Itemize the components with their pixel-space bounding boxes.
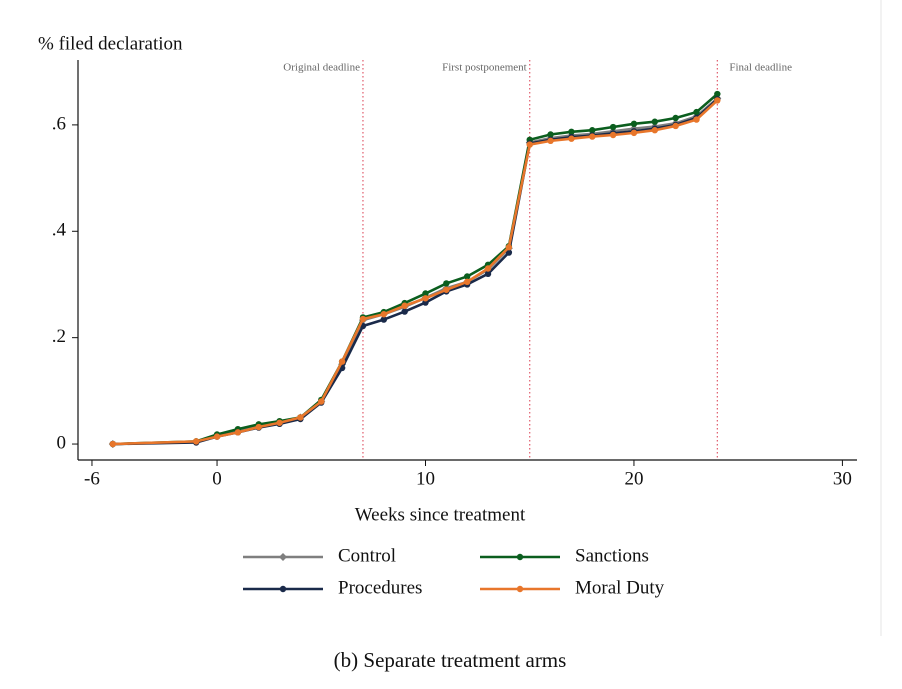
point <box>693 108 700 116</box>
point <box>589 133 596 140</box>
point <box>109 440 117 448</box>
point <box>422 295 429 302</box>
legend-label: Sanctions <box>575 545 649 566</box>
point <box>672 114 679 122</box>
legend-marker <box>279 553 287 561</box>
point <box>297 414 304 421</box>
point <box>526 141 533 148</box>
y-tick-label: 0 <box>57 432 67 453</box>
point <box>714 97 721 104</box>
x-tick-label: 10 <box>416 468 435 489</box>
point <box>276 419 283 426</box>
point <box>630 120 638 128</box>
x-tick-label: 0 <box>212 468 222 489</box>
point <box>380 316 388 323</box>
series-line <box>112 97 719 446</box>
legend-marker <box>279 585 287 593</box>
point <box>630 129 638 137</box>
point <box>505 249 513 256</box>
point <box>192 438 200 445</box>
point <box>672 122 679 130</box>
point <box>401 302 408 309</box>
point <box>422 290 429 297</box>
point <box>714 90 721 98</box>
series-line <box>112 99 719 446</box>
x-tick-label: -6 <box>84 468 100 489</box>
point <box>693 116 700 123</box>
point <box>484 270 492 278</box>
point <box>568 135 575 142</box>
x-tick-label: 30 <box>833 468 852 489</box>
point <box>255 423 262 431</box>
point <box>463 273 471 280</box>
point <box>547 137 554 145</box>
point <box>318 398 325 405</box>
y-axis-title: % filed declaration <box>38 33 183 54</box>
series-line <box>112 98 719 446</box>
deadline-label: Final deadline <box>729 62 792 74</box>
point <box>609 131 617 139</box>
deadline-label: Original deadline <box>283 62 360 74</box>
x-axis-title: Weeks since treatment <box>355 504 526 525</box>
point <box>568 128 575 136</box>
point <box>443 280 450 287</box>
point <box>651 127 658 134</box>
caption: (b) Separate treatment arms <box>334 648 567 672</box>
point <box>234 429 242 436</box>
point <box>380 311 388 318</box>
point <box>401 308 408 315</box>
y-tick-label: .2 <box>52 326 66 347</box>
y-tick-label: .4 <box>52 220 67 241</box>
point <box>359 315 367 323</box>
point <box>505 244 513 251</box>
legend-label: Procedures <box>338 577 422 598</box>
point <box>589 127 596 134</box>
point <box>547 131 554 138</box>
series-line <box>112 93 719 446</box>
y-tick-label: .6 <box>52 113 66 134</box>
point <box>443 286 450 293</box>
point <box>213 433 221 440</box>
point <box>609 123 617 131</box>
point <box>463 278 471 286</box>
point <box>484 265 492 272</box>
point <box>338 358 346 365</box>
point <box>651 118 658 125</box>
deadline-label: First postponement <box>442 62 527 74</box>
legend-label: Control <box>338 545 396 566</box>
legend-marker <box>516 553 524 561</box>
legend-marker <box>516 585 524 593</box>
legend-label: Moral Duty <box>575 577 665 598</box>
x-tick-label: 20 <box>624 468 643 489</box>
